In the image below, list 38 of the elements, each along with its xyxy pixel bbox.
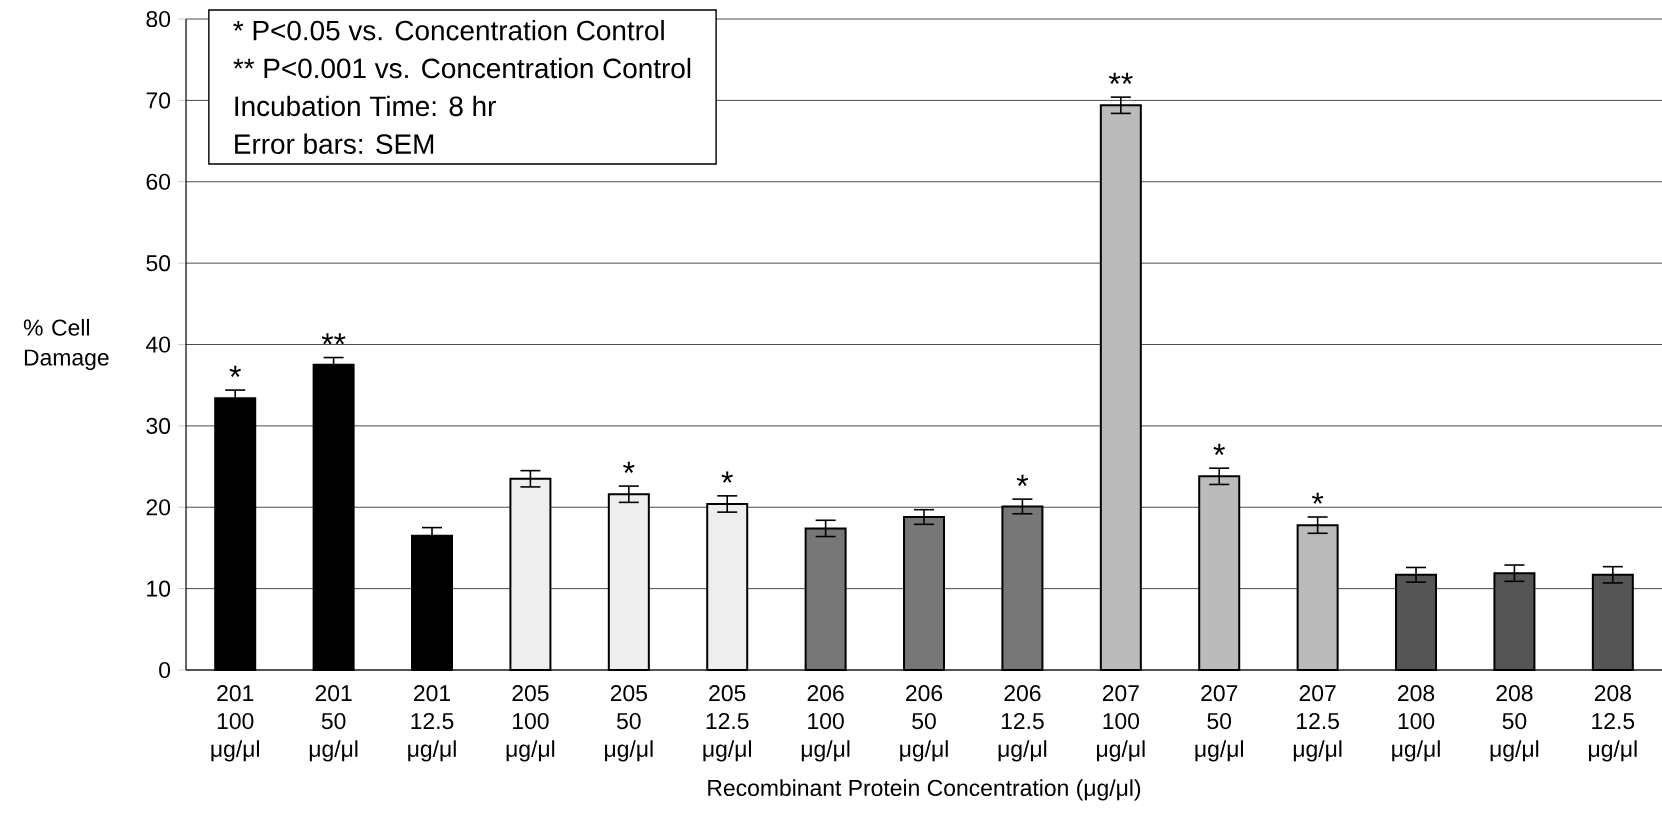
x-tick-label: 205 50 μg/μl bbox=[605, 685, 653, 762]
annotation: Incubation Time: 8 hr bbox=[235, 95, 496, 117]
x-tick-label: 206 100 μg/μl bbox=[801, 685, 850, 762]
annotation: Error bars: SEM bbox=[235, 133, 434, 155]
y-axis-title: % Cell Damage bbox=[23, 318, 109, 371]
x-tick-label: 201 100 μg/μl bbox=[211, 685, 259, 762]
x-tick-label: 206 50 μg/μl bbox=[900, 685, 948, 762]
annotation: * bbox=[623, 461, 635, 473]
annotation: * P<0.05 vs. Concentration Control bbox=[233, 19, 664, 41]
annotation: * bbox=[1311, 492, 1324, 504]
y-tick-label: 80 bbox=[146, 10, 171, 28]
x-tick-label: 206 12.5 μg/μl bbox=[998, 685, 1047, 762]
annotation: * bbox=[229, 365, 241, 377]
y-tick-label: 40 bbox=[146, 336, 171, 353]
y-tick-label: 50 bbox=[146, 255, 171, 272]
x-tick-label: 201 12.5 μg/μl bbox=[408, 685, 456, 762]
x-axis-title: Recombinant Protein Concentration (μg/μl) bbox=[708, 779, 1141, 801]
x-tick-label: 207 50 μg/μl bbox=[1195, 685, 1243, 762]
annotation: ** bbox=[321, 333, 346, 345]
x-tick-label: 208 12.5 μg/μl bbox=[1589, 685, 1637, 762]
y-tick-label: 70 bbox=[146, 92, 171, 109]
annotation: * bbox=[1213, 443, 1225, 456]
annotation: * bbox=[721, 471, 733, 483]
y-tick-label: 0 bbox=[159, 661, 171, 679]
y-tick-label: 60 bbox=[146, 173, 171, 190]
annotation: * bbox=[1016, 474, 1029, 486]
y-tick-label: 10 bbox=[147, 580, 171, 597]
x-tick-label: 208 50 μg/μl bbox=[1490, 685, 1539, 762]
annotation: ** P<0.001 vs. Concentration Control bbox=[233, 57, 691, 79]
y-tick-label: 30 bbox=[146, 417, 171, 434]
annotation: ** bbox=[1108, 72, 1133, 84]
x-tick-label: 207 12.5 μg/μl bbox=[1293, 685, 1342, 762]
x-tick-label: 207 100 μg/μl bbox=[1097, 685, 1145, 762]
x-tick-label: 205 12.5 μg/μl bbox=[703, 685, 751, 762]
x-tick-label: 205 100 μg/μl bbox=[506, 685, 555, 762]
x-tick-label: 208 100 μg/μl bbox=[1392, 685, 1440, 762]
y-tick-label: 20 bbox=[146, 499, 171, 516]
x-tick-label: 201 50 μg/μl bbox=[309, 685, 358, 762]
